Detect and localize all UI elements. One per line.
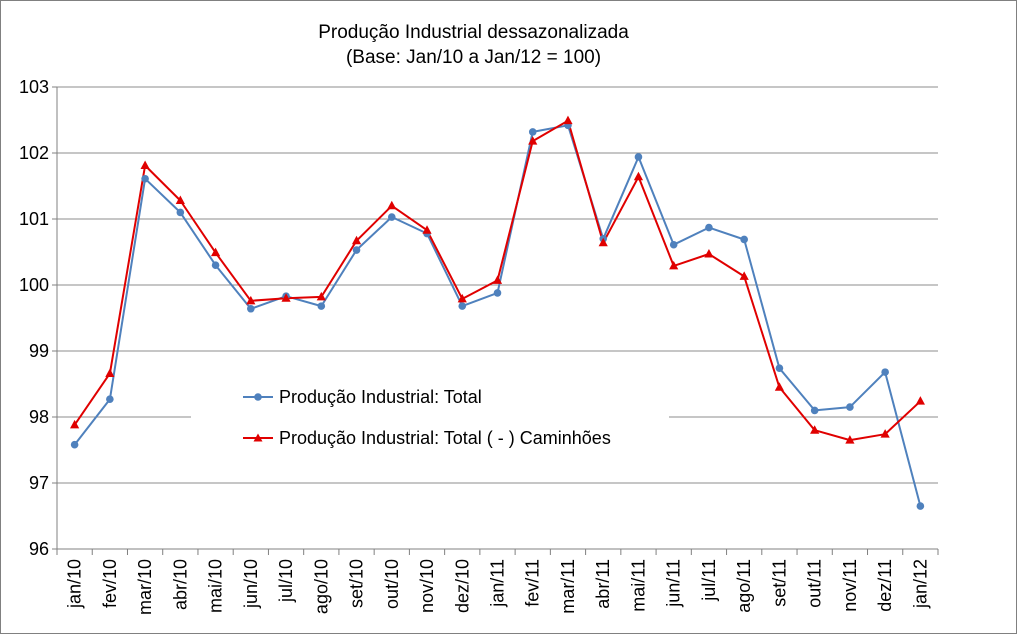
- series-1-point-set/11: [774, 382, 785, 391]
- series-0-point-mar/10: [141, 174, 149, 183]
- x-tick-label-out/10: out/10: [382, 559, 402, 609]
- y-tick-label-103: 103: [19, 77, 49, 97]
- series-0-point-set/10: [352, 246, 361, 254]
- x-tick-label-nov/11: nov/11: [840, 559, 860, 612]
- series-1-point-jan/12: [915, 396, 925, 405]
- series-1-point-set/10: [351, 235, 362, 245]
- x-tick-label-set/10: set/10: [347, 559, 367, 608]
- legend-item-total-minus-trucks: Produção Industrial: Total ( - ) Caminhõ…: [241, 427, 611, 449]
- y-tick-label-100: 100: [19, 275, 49, 295]
- series-0-point-nov/11: [846, 403, 854, 411]
- chart-title-line1: Produção Industrial dessazonalizada: [318, 22, 629, 43]
- x-tick-label-jan/12: jan/12: [910, 559, 930, 609]
- x-tick-label-abr/10: abr/10: [170, 559, 190, 610]
- series-0-point-abr/10: [176, 208, 185, 217]
- x-tick-label-fev/11: fev/11: [523, 559, 543, 607]
- series-1-point-nov/10: [422, 225, 432, 234]
- series-1-point-jul/11: [704, 248, 714, 258]
- x-tick-label-jul/11: jul/11: [699, 559, 719, 602]
- series-1-point-mar/10: [140, 160, 150, 170]
- y-tick-label-96: 96: [29, 539, 49, 559]
- y-tick-label-99: 99: [29, 341, 49, 361]
- legend-label-total: Produção Industrial: Total: [279, 386, 482, 407]
- y-tick-label-102: 102: [19, 143, 49, 163]
- series-0-point-mai/10: [211, 261, 220, 270]
- series-1-point-fev/11: [528, 136, 538, 145]
- y-tick-label-97: 97: [29, 473, 49, 493]
- series-1-point-mai/11: [633, 171, 644, 181]
- series-1-point-fev/10: [105, 368, 115, 377]
- series-0-point-ago/10: [317, 302, 326, 310]
- series-0-point-ago/11: [740, 235, 748, 244]
- x-tick-label-abr/11: abr/11: [593, 559, 613, 609]
- legend-item-total: Produção Industrial: Total: [241, 386, 482, 408]
- x-tick-label-jan/10: jan/10: [65, 559, 85, 609]
- x-tick-label-ago/10: ago/10: [311, 559, 331, 614]
- x-tick-label-mar/10: mar/10: [135, 559, 155, 615]
- series-1-point-jun/10: [246, 295, 256, 305]
- series-0-point-dez/11: [881, 368, 889, 376]
- x-tick-label-fev/10: fev/10: [100, 559, 120, 608]
- x-tick-label-out/11: out/11: [805, 559, 825, 608]
- x-tick-label-nov/10: nov/10: [417, 559, 437, 613]
- series-1-point-jan/10: [70, 419, 80, 429]
- x-tick-label-mar/11: mar/11: [558, 559, 578, 614]
- chart-subtitle: (Base: Jan/10 a Jan/12 = 100): [345, 47, 602, 68]
- series-0-point-jun/10: [247, 304, 255, 313]
- series-1-point-jun/11: [669, 260, 679, 270]
- series-0-point-set/11: [775, 364, 784, 372]
- series-1-point-nov/11: [845, 435, 855, 444]
- series-1-point-mai/10: [210, 247, 221, 257]
- series-0-point-jul/11: [705, 223, 713, 232]
- legend: Produção Industrial: Total Produção Indu…: [191, 375, 669, 461]
- series-0-point-jun/11: [669, 240, 678, 249]
- series-0-point-jan/11: [493, 289, 502, 297]
- series-0-point-out/11: [810, 406, 819, 415]
- series-1-point-abr/11: [598, 237, 608, 247]
- x-tick-label-jul/10: jul/10: [276, 559, 296, 603]
- series-1-point-out/11: [810, 425, 820, 434]
- series-0-point-jan/10: [70, 440, 79, 449]
- series-1-point-mar/11: [563, 115, 573, 125]
- legend-swatch-total: [243, 393, 273, 401]
- series-0-point-fev/10: [106, 395, 114, 403]
- legend-swatch-total-minus-trucks: [243, 433, 273, 442]
- x-tick-label-dez/11: dez/11: [875, 559, 895, 612]
- x-tick-label-jun/11: jun/11: [664, 559, 684, 608]
- x-tick-label-jun/10: jun/10: [241, 559, 261, 609]
- x-tick-label-mai/11: mai/11: [628, 559, 648, 612]
- legend-label-total-minus-trucks: Produção Industrial: Total ( - ) Caminhõ…: [279, 427, 611, 448]
- x-tick-label-dez/10: dez/10: [452, 559, 472, 613]
- series-1-point-dez/10: [457, 293, 467, 303]
- x-tick-label-mai/10: mai/10: [206, 559, 226, 613]
- series-0-point-jan/12: [916, 502, 925, 510]
- chart-title: Produção Industrial dessazonalizada (Bas…: [201, 20, 746, 70]
- series-1-point-jul/10: [281, 293, 291, 302]
- series-0-point-out/10: [387, 213, 396, 221]
- series-1-point-ago/11: [739, 271, 749, 280]
- series-1-point-out/10: [387, 200, 397, 210]
- series-1-point-jan/11: [492, 275, 503, 284]
- y-tick-label-98: 98: [29, 407, 49, 427]
- series-0-point-mai/11: [634, 153, 643, 161]
- x-tick-label-ago/11: ago/11: [734, 559, 754, 613]
- series-1-point-abr/10: [175, 195, 185, 205]
- x-tick-label-jan/11: jan/11: [488, 559, 508, 608]
- series-1-point-dez/11: [880, 429, 890, 438]
- series-0-point-fev/11: [528, 128, 537, 136]
- series-1-point-ago/10: [316, 291, 326, 301]
- x-tick-label-set/11: set/11: [769, 559, 789, 607]
- series-0-point-dez/10: [458, 302, 467, 310]
- y-tick-label-101: 101: [19, 209, 49, 229]
